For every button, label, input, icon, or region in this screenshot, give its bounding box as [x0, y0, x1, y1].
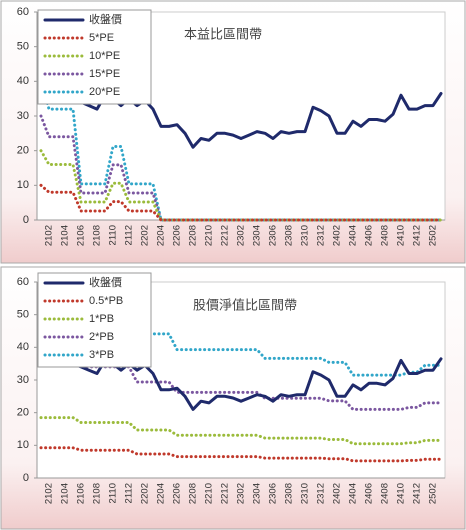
y-tick-label: 40 — [17, 341, 29, 353]
x-tick-label: 2310 — [300, 483, 311, 504]
x-tick-label: 2302 — [236, 483, 247, 504]
legend-label: 收盤價 — [89, 275, 122, 289]
x-tick-label: 2410 — [396, 483, 407, 504]
x-tick-label: 2408 — [380, 483, 391, 504]
x-tick-label: 2408 — [380, 225, 391, 246]
x-tick-label: 2212 — [220, 483, 231, 504]
x-tick-label: 2306 — [268, 483, 279, 504]
y-tick-label: 0 — [23, 472, 29, 484]
x-tick-label: 2108 — [92, 225, 103, 246]
legend — [37, 9, 152, 105]
legend-label: 10*PE — [89, 50, 120, 62]
x-tick-label: 2204 — [156, 483, 167, 504]
legend-label: 15*PE — [89, 68, 120, 80]
x-tick-label: 2210 — [204, 483, 215, 504]
y-tick-label: 60 — [17, 6, 29, 18]
chart-title: 股價淨值比區間帶 — [193, 297, 297, 312]
x-tick-label: 2110 — [108, 483, 119, 503]
x-tick-label: 2108 — [92, 483, 103, 504]
x-tick-label: 2104 — [60, 225, 71, 246]
x-tick-label: 2312 — [316, 225, 327, 246]
x-tick-label: 2112 — [124, 225, 135, 245]
x-tick-label: 2212 — [220, 225, 231, 246]
y-tick-label: 0 — [23, 214, 29, 226]
x-tick-label: 2110 — [108, 225, 119, 245]
x-tick-label: 2106 — [76, 225, 87, 246]
x-tick-label: 2312 — [316, 483, 327, 504]
legend-label: 0.5*PB — [89, 295, 123, 307]
x-tick-label: 2406 — [364, 483, 375, 504]
legend-label: 20*PE — [89, 86, 120, 98]
series-line — [39, 416, 443, 446]
x-tick-label: 2204 — [156, 225, 167, 246]
legend-label: 1*PB — [89, 313, 114, 325]
x-tick-label: 2304 — [252, 483, 263, 504]
x-tick-label: 2406 — [364, 225, 375, 246]
x-tick-label: 2410 — [396, 225, 407, 246]
x-tick-label: 2402 — [332, 483, 343, 504]
series-line — [39, 446, 443, 463]
x-tick-label: 2502 — [428, 225, 439, 246]
x-tick-label: 2202 — [140, 483, 151, 504]
x-tick-label: 2308 — [284, 225, 295, 246]
x-tick-label: 2206 — [172, 483, 183, 504]
x-tick-label: 2112 — [124, 483, 135, 503]
y-tick-label: 20 — [17, 407, 29, 419]
x-tick-label: 2102 — [44, 225, 55, 246]
x-tick-label: 2208 — [188, 483, 199, 504]
legend-label: 5*PE — [89, 32, 114, 44]
x-tick-label: 2502 — [428, 483, 439, 504]
x-tick-label: 2412 — [412, 483, 423, 504]
y-tick-label: 10 — [17, 439, 29, 451]
y-tick-label: 20 — [17, 145, 29, 157]
x-tick-label: 2302 — [236, 225, 247, 246]
series-line — [39, 295, 443, 377]
y-tick-label: 30 — [17, 374, 29, 386]
x-tick-label: 2412 — [412, 225, 423, 246]
x-tick-label: 2308 — [284, 483, 295, 504]
x-tick-label: 2210 — [204, 225, 215, 246]
y-tick-label: 50 — [17, 41, 29, 53]
series-line — [39, 183, 443, 222]
x-tick-label: 2106 — [76, 483, 87, 504]
x-tick-label: 2104 — [60, 483, 71, 504]
legend-label: 3*PB — [89, 349, 114, 361]
legend — [37, 272, 152, 368]
legend-label: 2*PB — [89, 331, 114, 343]
x-tick-label: 2206 — [172, 225, 183, 246]
series-line — [39, 355, 443, 411]
x-tick-label: 2404 — [348, 483, 359, 504]
x-tick-label: 2102 — [44, 483, 55, 504]
x-tick-label: 2306 — [268, 225, 279, 246]
legend-label: 收盤價 — [89, 12, 122, 26]
chart-title: 本益比區間帶 — [184, 26, 262, 41]
x-tick-label: 2402 — [332, 225, 343, 246]
series-line — [39, 149, 443, 222]
y-tick-label: 10 — [17, 179, 29, 191]
x-tick-label: 2202 — [140, 225, 151, 246]
x-tick-label: 2310 — [300, 225, 311, 246]
x-tick-label: 2304 — [252, 225, 263, 246]
x-tick-label: 2208 — [188, 225, 199, 246]
y-tick-label: 50 — [17, 309, 29, 321]
y-tick-label: 60 — [17, 276, 29, 288]
x-tick-label: 2404 — [348, 225, 359, 246]
y-tick-label: 40 — [17, 75, 29, 87]
y-tick-label: 30 — [17, 110, 29, 122]
